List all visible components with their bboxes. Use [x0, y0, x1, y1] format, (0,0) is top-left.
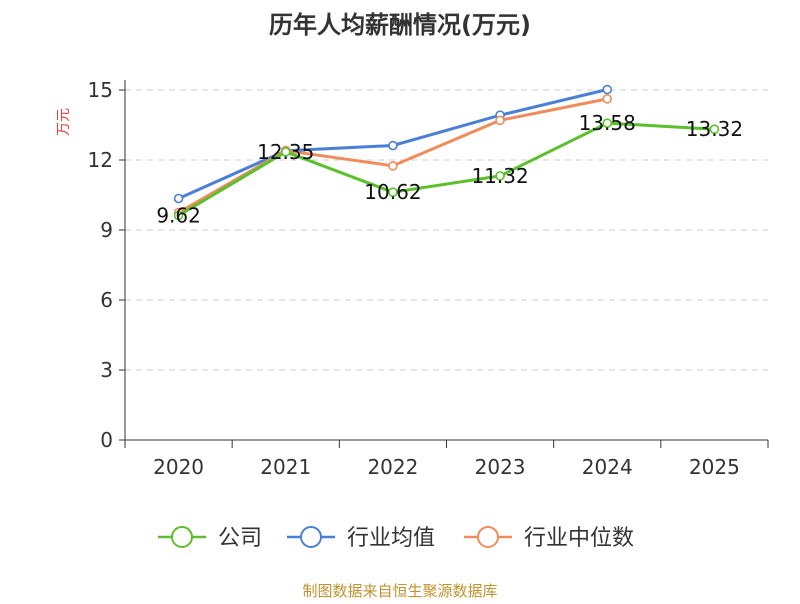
legend-label: 公司	[218, 526, 262, 551]
data-point-2-2[interactable]	[388, 161, 398, 171]
series-group	[173, 84, 720, 221]
data-label: 12.35	[257, 140, 314, 164]
data-label: 11.32	[471, 164, 528, 188]
data-point-0-1[interactable]	[280, 147, 291, 157]
data-labels: 9.62 12.35 10.62 11.32 13.58 13.32	[156, 111, 743, 227]
legend-label: 行业均值	[347, 526, 435, 551]
legend-item-1[interactable]: 行业均值	[287, 526, 435, 551]
data-point-1-4[interactable]	[602, 84, 613, 95]
chart-title: 历年人均薪酬情况(万元)	[269, 11, 531, 39]
legend: 公司 行业均值 行业中位数	[158, 526, 634, 551]
y-tick-label: 15	[88, 78, 113, 102]
data-point-0-3[interactable]	[495, 171, 505, 181]
y-tick-label: 3	[100, 358, 113, 382]
y-tick-label: 12	[88, 148, 113, 172]
data-label: 9.62	[156, 204, 201, 228]
y-tick-label: 6	[100, 288, 113, 312]
data-point-2-3[interactable]	[495, 115, 505, 126]
data-point-2-4[interactable]	[602, 94, 613, 104]
data-point-0-0[interactable]	[173, 210, 184, 221]
series-line-0	[177, 121, 716, 217]
data-point-0-5[interactable]	[709, 124, 720, 134]
axes: 0 3 6 9 12 15 2020 2021 2022 2023 2024 2025	[88, 78, 769, 479]
y-axis-label: 万元	[56, 108, 72, 136]
legend-label: 行业中位数	[524, 526, 634, 551]
data-point-0-4[interactable]	[602, 118, 613, 128]
legend-marker-icon	[477, 526, 499, 548]
data-point-0-2[interactable]	[388, 187, 398, 197]
x-tick-label: 2020	[153, 455, 204, 479]
x-tick-label: 2022	[367, 455, 418, 479]
legend-marker-icon	[300, 526, 322, 548]
x-tick-label: 2025	[689, 455, 740, 479]
data-point-1-0[interactable]	[173, 193, 184, 204]
y-tick-label: 0	[100, 428, 113, 452]
x-tick-label: 2023	[475, 455, 526, 479]
data-point-1-2[interactable]	[388, 140, 398, 151]
data-label: 13.58	[579, 111, 636, 135]
data-label: 10.62	[364, 180, 421, 204]
source-note: 制图数据来自恒生聚源数据库	[302, 582, 497, 600]
x-tick-label: 2021	[260, 455, 311, 479]
legend-item-0[interactable]: 公司	[158, 526, 262, 551]
grid-lines	[125, 89, 768, 371]
legend-marker-icon	[171, 526, 193, 548]
x-tick-label: 2024	[582, 455, 633, 479]
y-tick-label: 9	[100, 218, 113, 242]
legend-item-2[interactable]: 行业中位数	[464, 526, 634, 551]
data-label: 13.32	[686, 117, 743, 141]
